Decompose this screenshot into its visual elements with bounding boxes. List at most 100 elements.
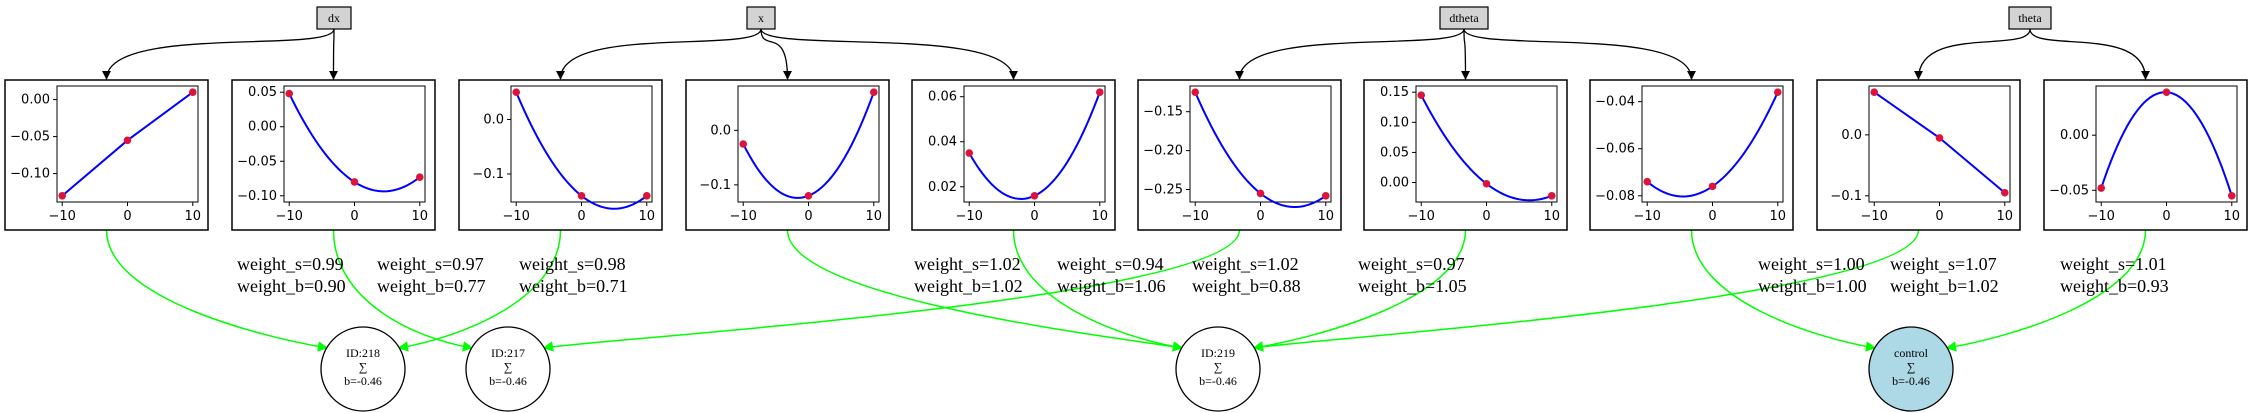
y-tick-label: −0.06 — [1595, 142, 1635, 157]
activation-plot-x-to-n218: −10 0 10 0.0 −0.1 — [458, 79, 663, 231]
activation-plot-theta-to-control: −10 0 10 0.00 −0.05 — [2043, 79, 2248, 231]
y-tick-label: 0.0 — [710, 123, 731, 138]
input-node-x: x — [746, 6, 776, 30]
plot-frame — [1589, 79, 1794, 231]
y-tick-label: 0.00 — [1380, 176, 1409, 191]
x-tick-label: 10 — [866, 209, 883, 224]
activation-plot-x-to-n219: −10 0 10 0.0 −0.1 — [685, 79, 890, 231]
y-tick-label: −0.1 — [472, 167, 504, 182]
data-point — [58, 191, 67, 200]
x-tick-label: 10 — [1997, 209, 2014, 224]
data-point — [2097, 184, 2106, 192]
data-point — [2162, 88, 2171, 97]
neuron-bias-label: b=-0.46 — [344, 374, 382, 388]
plot-frame — [458, 79, 663, 231]
neuron-bias-label: b=-0.46 — [489, 374, 527, 388]
y-tick-label: −0.05 — [2049, 183, 2089, 198]
x-tick-label: 0 — [1708, 209, 1716, 224]
plot-frame — [231, 79, 436, 231]
x-tick-label: 0 — [1482, 209, 1490, 224]
input-node-dx: dx — [316, 6, 352, 30]
data-point — [512, 88, 521, 97]
plot-frame — [1363, 79, 1568, 231]
plot-frame — [1816, 79, 2021, 231]
weight-b-label: weight_b=0.93 — [2060, 276, 2169, 296]
input-edge-dtheta — [1234, 28, 1465, 80]
output-edge-n219 — [1252, 229, 1467, 352]
neuron-node-n218: ID:218∑b=-0.46 — [320, 326, 406, 412]
sum-icon: ∑ — [1907, 360, 1916, 374]
activation-plot-x-to-n219: −10 0 10 0.06 0.04 0.02 — [911, 79, 1116, 231]
weight-b-label: weight_b=0.77 — [377, 276, 486, 296]
data-point — [2227, 191, 2236, 200]
weight-b-label: weight_b=1.05 — [1358, 276, 1467, 296]
y-tick-label: −0.10 — [10, 167, 50, 182]
x-tick-label: 0 — [1030, 209, 1038, 224]
input-node-label: x — [758, 11, 764, 25]
y-tick-label: −0.10 — [237, 189, 277, 204]
data-point — [123, 136, 132, 145]
weight-s-label: weight_s=0.99 — [237, 254, 344, 274]
input-nodes: dx x dtheta theta — [316, 6, 2052, 30]
x-tick-label: 0 — [1935, 209, 1943, 224]
plot-frame — [2043, 79, 2248, 231]
activation-plot-dx-to-n217: −10 0 10 0.05 0.00 −0.05 −0.10 — [231, 79, 436, 231]
weight-b-label: weight_b=0.88 — [1192, 276, 1301, 296]
weight-b-label: weight_b=1.00 — [1758, 276, 1867, 296]
activation-plot-dtheta-to-n217: −10 0 10 −0.15 −0.20 −0.25 — [1137, 79, 1342, 231]
data-point — [1191, 88, 1200, 97]
x-tick-label: 10 — [1092, 209, 1109, 224]
sum-icon: ∑ — [504, 360, 513, 374]
x-tick-label: −10 — [1408, 209, 1435, 224]
data-point — [1935, 134, 1944, 142]
activation-plot-dtheta-to-n219: −10 0 10 0.15 0.10 0.05 0.00 — [1363, 79, 1568, 231]
data-point — [1870, 88, 1879, 97]
y-tick-label: 0.05 — [248, 85, 277, 100]
data-point — [1643, 177, 1652, 186]
neuron-id-label: control — [1894, 346, 1929, 360]
x-tick-label: −10 — [956, 209, 983, 224]
y-tick-label: 0.00 — [21, 93, 50, 108]
data-point — [1708, 182, 1717, 191]
data-point — [1547, 191, 1556, 200]
data-point — [1256, 189, 1265, 198]
input-node-theta: theta — [2008, 6, 2052, 30]
input-node-label: dtheta — [1449, 11, 1479, 25]
data-point — [415, 173, 424, 181]
x-tick-label: 10 — [412, 209, 429, 224]
activation-panels: −10 0 100.00−0.05−0.10−10 0 100.050.00−0.05−… — [4, 79, 2248, 231]
y-tick-label: 0.10 — [1380, 115, 1409, 130]
y-tick-label: −0.15 — [1143, 105, 1183, 120]
output-edge-n218 — [397, 229, 562, 352]
weight-s-label: weight_s=1.07 — [1890, 254, 1997, 274]
sum-icon: ∑ — [1214, 360, 1223, 374]
neuron-node-n219: ID:219∑b=-0.46 — [1175, 326, 1261, 412]
y-tick-label: −0.1 — [699, 178, 731, 193]
x-tick-label: −10 — [49, 209, 76, 224]
neuron-circle — [1868, 326, 1954, 412]
input-node-label: theta — [2018, 11, 2042, 25]
output-edge-n219 — [786, 229, 1184, 352]
plot-frame — [685, 79, 890, 231]
data-point — [1030, 191, 1039, 200]
y-tick-label: 0.00 — [248, 120, 277, 135]
plot-frame — [911, 79, 1116, 231]
data-point — [739, 140, 748, 148]
data-point — [188, 88, 197, 97]
output-edge-n218 — [105, 229, 329, 352]
output-edge-n217 — [542, 229, 1241, 352]
input-edge-dx — [101, 28, 335, 80]
neuron-bias-label: b=-0.46 — [1199, 374, 1237, 388]
x-tick-label: −10 — [1182, 209, 1209, 224]
weight-s-label: weight_s=0.98 — [519, 254, 626, 274]
y-tick-label: 0.15 — [1380, 85, 1409, 100]
y-tick-label: 0.02 — [928, 180, 957, 195]
